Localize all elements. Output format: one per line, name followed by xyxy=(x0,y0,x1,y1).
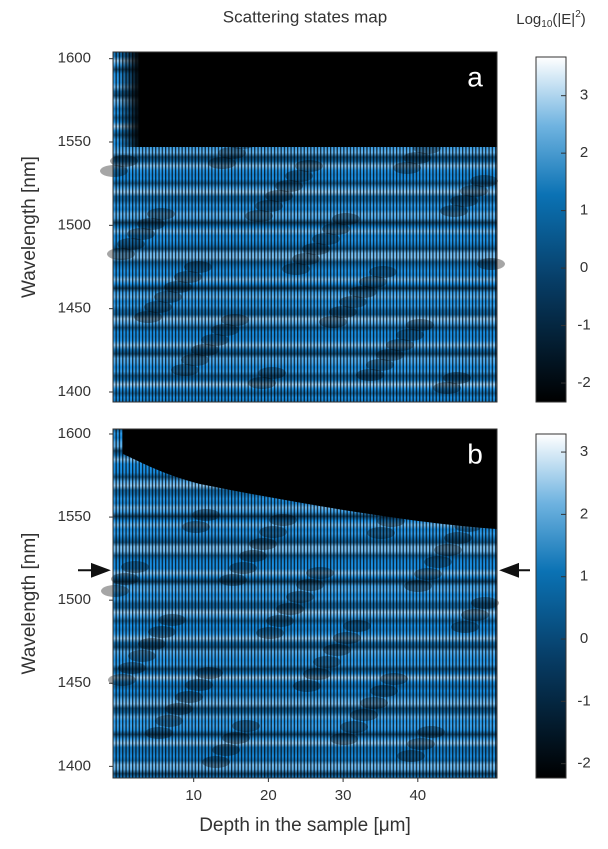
x-tick-label: 20 xyxy=(260,787,277,804)
colorbar-tick-label: 2 xyxy=(580,505,588,522)
y-tick-label: 1450 xyxy=(58,300,91,317)
colorbar-tick-label: 1 xyxy=(580,202,588,219)
panel-label: a xyxy=(467,61,483,92)
colorbar-label-part: 10 xyxy=(541,19,553,30)
x-tick-label: 30 xyxy=(335,787,352,804)
y-tick-label: 1400 xyxy=(58,383,91,400)
colorbar-tick-label: -2 xyxy=(577,374,590,391)
y-tick-label: 1550 xyxy=(58,133,91,150)
y-axis-label: Wavelength [nm] xyxy=(19,533,40,675)
dark-region xyxy=(140,52,497,147)
colorbar-label-part: 2 xyxy=(575,9,581,20)
colorbar-tick-label: 0 xyxy=(580,259,588,276)
colorbar-tick-label: -1 xyxy=(577,692,590,709)
plot-frame xyxy=(112,428,498,779)
y-tick-label: 1500 xyxy=(58,216,91,233)
dark-fade xyxy=(118,52,140,147)
y-tick-label: 1450 xyxy=(58,674,91,691)
y-tick-label: 1500 xyxy=(58,591,91,608)
y-tick-label: 1400 xyxy=(58,757,91,774)
colorbar-tick-label: 0 xyxy=(580,630,588,647)
colorbar-label-part: ) xyxy=(581,11,586,28)
dark-region xyxy=(123,429,497,529)
colorbar-tick-label: 3 xyxy=(580,87,588,104)
y-axis-label: Wavelength [nm] xyxy=(19,156,40,298)
colorbar-tick-label: 2 xyxy=(580,144,588,161)
arrow-left xyxy=(78,562,111,578)
x-axis-label: Depth in the sample [μm] xyxy=(199,815,411,836)
colorbar-tick-label: 3 xyxy=(580,443,588,460)
colorbar-tick-label: 1 xyxy=(580,568,588,585)
colorbar-tick-label: -1 xyxy=(577,317,590,334)
panel-label: b xyxy=(467,438,483,469)
colorbar-tick-label: -2 xyxy=(577,755,590,772)
x-tick-label: 40 xyxy=(409,787,426,804)
colorbar xyxy=(535,433,567,779)
x-tick-label: 10 xyxy=(185,787,202,804)
plot-frame xyxy=(112,51,498,403)
y-tick-label: 1550 xyxy=(58,508,91,525)
y-tick-label: 1600 xyxy=(58,425,91,442)
colorbar-label-part: Log xyxy=(516,11,541,28)
colorbar-label: Log10(|E|2) xyxy=(516,9,586,30)
colorbar-label-part: (|E| xyxy=(552,11,575,28)
y-tick-label: 1600 xyxy=(58,50,91,67)
arrow-right xyxy=(499,562,530,578)
colorbar xyxy=(535,56,567,403)
chart-title: Scattering states map xyxy=(223,7,387,26)
